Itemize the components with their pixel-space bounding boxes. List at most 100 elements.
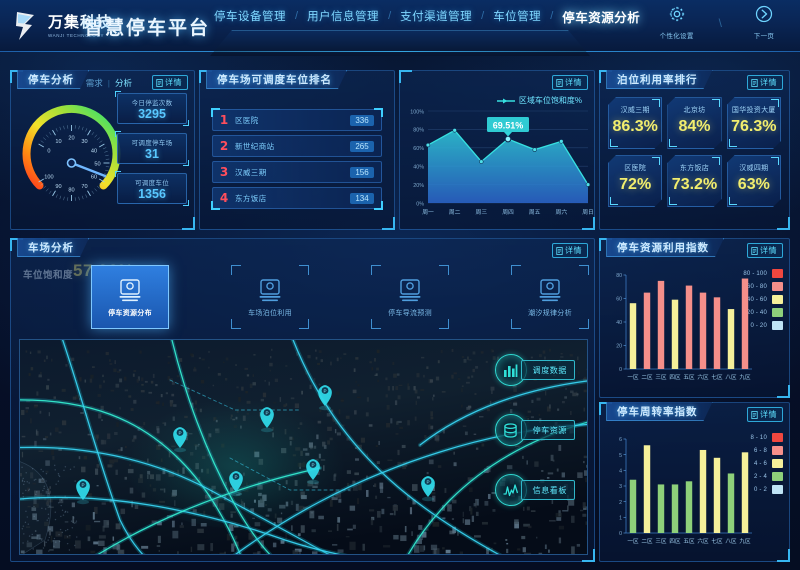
legend-label-saturation: 区域车位饱和度% [518,96,582,105]
map-pin-marker[interactable]: P [76,479,90,505]
svg-text:一区: 一区 [627,374,639,381]
logo-text-cn: 万集科技 [48,13,113,31]
legend-swatch [772,308,783,317]
legend-label: 40 - 60 [746,296,767,303]
lot-category-3[interactable]: 潮汐规律分析 [511,265,589,329]
toggle-analysis[interactable]: 分析 [114,78,132,88]
rank-number: 1 [219,113,229,127]
legend-swatch [772,472,783,481]
map-pin-marker[interactable]: P [421,476,435,502]
map-button-1[interactable]: 停车资源 [494,414,575,446]
rank-value: 134 [350,192,374,204]
svg-text:四区: 四区 [669,374,681,381]
nav-tab-4[interactable]: 停车资源分析 [562,10,641,25]
map-canvas: P P P P P P P [20,340,587,554]
legend-row: 80 - 100 [743,267,783,280]
legend-label: 4 - 6 [753,460,767,467]
panel-title-bar2: 停车周转率指数 [606,402,713,421]
main-nav: 停车设备管理 / 用户信息管理 / 支付渠道管理 / 车位管理 / 停车资源分析 [205,0,649,32]
svg-text:七区: 七区 [711,373,723,381]
next-page-button[interactable]: 下一页 [738,4,790,43]
detail-button-line[interactable]: 详情 [552,75,588,90]
map-pin-marker[interactable]: P [318,385,332,411]
detail-button-bar2[interactable]: 详情 [747,407,783,422]
detail-button-parking[interactable]: 详情 [152,75,188,90]
map-button-0[interactable]: 调度数据 [494,354,575,386]
toggle-demand[interactable]: 需求 [85,78,103,88]
utilization-card-name: 区医院 [624,165,647,172]
bar-chart-turnover: 0 1 2 3 4 5 6 一区 二区 三区 四区 五区 六区 七区 八区 九区 [619,437,752,545]
legend-label: 20 - 40 [746,309,767,316]
map-pin-marker[interactable]: P [173,427,187,453]
utilization-card-name: 国华投资大厦 [731,107,776,114]
rank-row[interactable]: 4 东方饭店 134 [211,187,383,210]
detail-label-util: 详情 [760,78,777,87]
detail-button-util[interactable]: 详情 [747,75,783,90]
lot-category-1[interactable]: 车场泊位利用 [231,265,309,329]
utilization-card[interactable]: 区医院 72% [608,155,662,207]
svg-text:三区: 三区 [655,538,667,545]
rank-name: 东方饭店 [235,193,267,203]
saturation-gauge: 0 10 20 30 40 50 60 70 80 90 100 [19,91,124,201]
map-button-label-0: 调度数据 [520,360,575,380]
utilization-card[interactable]: 汉威三期 86.3% [608,97,662,149]
utilization-card[interactable]: 东方饭店 73.2% [667,155,721,207]
rank-name: 汉威三期 [235,167,267,177]
settings-button[interactable]: 个性化设置 [651,4,703,43]
svg-text:八区: 八区 [725,538,737,545]
lot-category-tabs: 停车资源分布 车场泊位利用 [91,265,589,329]
map-pin-marker[interactable]: P [306,459,320,485]
svg-text:90: 90 [55,184,61,190]
svg-text:30: 30 [81,139,87,145]
utilization-card[interactable]: 汉威四期 63% [727,155,781,207]
city-map[interactable]: P P P P P P P 调度数据 [19,339,588,555]
svg-text:0%: 0% [416,201,424,207]
svg-text:40: 40 [91,148,97,154]
rank-value: 156 [350,166,374,178]
nav-tab-1[interactable]: 用户信息管理 [307,11,380,23]
svg-text:P: P [311,462,314,467]
map-button-2[interactable]: 信息看板 [494,474,575,506]
utilization-card[interactable]: 北京坊 84% [667,97,721,149]
legend-label: 60 - 80 [746,283,767,290]
rank-row[interactable]: 2 新世纪商站 265 [212,135,382,157]
svg-text:3: 3 [619,484,622,490]
detail-label-parking: 详情 [165,78,182,87]
document-icon [556,78,563,87]
rank-value: 265 [350,140,374,152]
nav-tab-3[interactable]: 车位管理 [493,11,542,23]
map-action-buttons: 调度数据 停车资源 [494,354,575,506]
svg-text:六区: 六区 [697,373,709,381]
detail-button-lot[interactable]: 详情 [552,243,588,258]
svg-text:60: 60 [91,174,97,180]
svg-text:二区: 二区 [641,538,653,545]
utilization-card-name: 北京坊 [683,107,706,114]
svg-text:四区: 四区 [669,538,681,545]
svg-text:80: 80 [616,273,622,279]
map-pin-marker[interactable]: P [229,471,243,497]
rank-row[interactable]: 3 汉威三期 156 [212,161,382,183]
svg-text:10: 10 [55,139,61,145]
legend-label: 0 - 20 [750,322,767,329]
stat-value-1: 31 [145,147,159,161]
map-pin-marker[interactable]: P [260,407,274,433]
utilization-card-value: 76.3% [731,118,777,135]
demand-analysis-toggle: 需求 | 分析 [86,77,132,89]
detail-button-bar1[interactable]: 详情 [747,243,783,258]
panel-title-bar1: 停车资源利用指数 [606,238,724,257]
stat-label-1: 可调度停车场 [131,140,173,147]
lot-category-0[interactable]: 停车资源分布 [91,265,169,329]
rank-row[interactable]: 1 区医院 336 [211,108,383,131]
lot-category-2[interactable]: 停车导流预测 [371,265,449,329]
nav-tab-2[interactable]: 支付渠道管理 [400,11,473,23]
svg-text:100%: 100% [410,109,424,115]
svg-text:七区: 七区 [711,537,723,545]
svg-text:P: P [426,479,429,484]
svg-text:周四: 周四 [502,209,514,216]
svg-text:60%: 60% [413,146,424,152]
nav-tab-0[interactable]: 停车设备管理 [214,11,286,23]
panel-utilization-index: 停车资源利用指数 详情 80 - 100 60 - 80 40 - 60 20 - 4… [599,238,790,398]
nav-separator: / [481,10,485,22]
utilization-card[interactable]: 国华投资大厦 76.3% [727,97,781,149]
stat-value-2: 1356 [138,187,166,201]
